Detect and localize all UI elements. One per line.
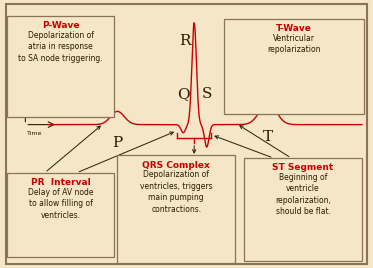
FancyBboxPatch shape: [7, 16, 114, 117]
Text: P-Wave: P-Wave: [42, 21, 79, 31]
Text: Delay of AV node
to allow filling of
ventricles.: Delay of AV node to allow filling of ven…: [28, 188, 93, 219]
Text: ST Segment: ST Segment: [272, 163, 334, 173]
Text: QRS Complex: QRS Complex: [142, 161, 210, 170]
FancyBboxPatch shape: [117, 155, 235, 263]
Text: Time: Time: [27, 131, 43, 136]
Text: Q: Q: [177, 87, 189, 101]
FancyBboxPatch shape: [6, 4, 367, 264]
Text: S: S: [201, 87, 212, 101]
Text: Depolarization of
ventricles, triggers
main pumping
contractions.: Depolarization of ventricles, triggers m…: [140, 170, 213, 214]
FancyBboxPatch shape: [7, 173, 114, 257]
Text: Voltage: Voltage: [11, 86, 35, 91]
Text: Beginning of
ventricle
repolarization,
should be flat.: Beginning of ventricle repolarization, s…: [275, 173, 331, 216]
Text: T-Wave: T-Wave: [276, 24, 312, 33]
FancyBboxPatch shape: [224, 19, 364, 114]
Text: T: T: [263, 130, 273, 144]
Text: PR  Interval: PR Interval: [31, 178, 91, 187]
Text: P: P: [112, 136, 123, 150]
Text: R: R: [179, 34, 191, 48]
Text: Ventricular
repolarization: Ventricular repolarization: [267, 34, 320, 54]
FancyBboxPatch shape: [244, 158, 362, 261]
Text: Depolarization of
atria in response
to SA node triggering.: Depolarization of atria in response to S…: [18, 31, 103, 63]
